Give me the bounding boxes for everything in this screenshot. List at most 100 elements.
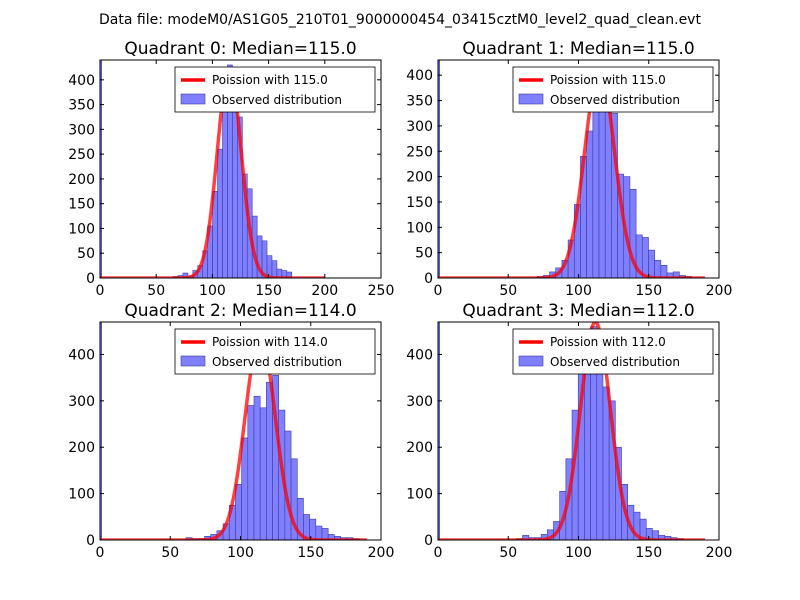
legend-label-curve: Poission with 114.0 <box>212 335 328 349</box>
chart-panel-1: 0 50 100 150 200 0 50 100 150 200 250 300 350 400 Quad… <box>406 39 732 299</box>
chart-panel-3: 0 50 100 150 200 0 100 200 300 400 Quadrant 3: Med… <box>406 301 732 561</box>
y-tick-label: 100 <box>68 221 95 237</box>
y-tick-label: 200 <box>406 170 433 186</box>
y-tick-label: 150 <box>406 195 433 211</box>
figure-suptitle: Data file: modeM0/AS1G05_210T01_90000004… <box>99 12 701 28</box>
x-tick-label: 100 <box>199 283 226 299</box>
legend-label-curve: Poission with 115.0 <box>550 73 666 87</box>
histogram-bar <box>241 437 249 540</box>
x-tick-label: 150 <box>255 283 282 299</box>
chart-title: Quadrant 1: Median=115.0 <box>462 39 694 59</box>
y-tick-label: 350 <box>68 98 95 114</box>
x-tick-label: 100 <box>565 283 592 299</box>
x-tick-label: 250 <box>368 283 395 299</box>
x-tick-label: 0 <box>434 545 443 561</box>
legend-label-curve: Poission with 112.0 <box>550 335 666 349</box>
legend-box <box>512 328 714 375</box>
legend-label-bars: Observed distribution <box>550 93 680 107</box>
histogram-bar <box>266 255 273 278</box>
y-tick-label: 200 <box>68 172 95 188</box>
y-tick-label: 100 <box>68 487 95 503</box>
x-tick-label: 50 <box>499 283 517 299</box>
histogram-bar <box>235 484 242 540</box>
legend-label-bars: Observed distribution <box>212 93 342 107</box>
histogram-bar <box>584 356 591 540</box>
y-tick-label: 0 <box>86 271 95 287</box>
histogram-bar <box>629 188 637 278</box>
histogram-bar <box>266 381 273 540</box>
y-tick-label: 100 <box>406 487 433 503</box>
legend-label-curve: Poission with 115.0 <box>212 73 328 87</box>
poisson-curve <box>100 68 326 278</box>
histogram-bar <box>259 407 267 540</box>
x-tick-label: 150 <box>635 545 662 561</box>
legend-bar-swatch <box>180 355 206 367</box>
y-tick-label: 300 <box>406 119 433 135</box>
y-tick-label: 0 <box>424 271 433 287</box>
x-tick-label: 50 <box>147 283 165 299</box>
histogram-bar <box>592 95 600 278</box>
histogram-bar <box>217 148 223 278</box>
histogram-bar <box>602 386 610 540</box>
x-tick-label: 50 <box>161 545 179 561</box>
histogram-bar <box>271 260 278 278</box>
y-tick-label: 300 <box>68 122 95 138</box>
legend-bar-swatch <box>180 93 206 105</box>
y-tick-label: 100 <box>406 220 433 236</box>
histogram-bar <box>596 354 604 540</box>
legend-label-bars: Observed distribution <box>212 355 342 369</box>
y-tick-label: 350 <box>406 94 433 110</box>
x-tick-label: 100 <box>227 545 254 561</box>
axes-frame <box>99 59 382 279</box>
chart-panel-0: 0 50 100 150 200 250 0 50 100 150 200 250 300 350 400 Q… <box>68 39 394 299</box>
chart-title: Quadrant 3: Median=112.0 <box>462 301 694 321</box>
x-tick-label: 200 <box>368 545 395 561</box>
legend-box <box>512 66 714 113</box>
plot-area <box>438 322 706 540</box>
y-tick-label: 250 <box>406 144 433 160</box>
plot-area <box>100 60 326 278</box>
x-tick-label: 100 <box>565 545 592 561</box>
y-tick-label: 400 <box>68 347 95 363</box>
x-tick-label: 200 <box>311 283 338 299</box>
histogram-bar <box>654 259 662 278</box>
x-tick-label: 200 <box>706 283 733 299</box>
x-tick-label: 0 <box>434 283 443 299</box>
x-tick-label: 200 <box>706 545 733 561</box>
histogram-bar <box>648 249 655 278</box>
edge-bar <box>438 322 440 540</box>
y-tick-label: 300 <box>68 394 95 410</box>
histogram-bar <box>641 237 649 278</box>
x-tick-label: 150 <box>635 283 662 299</box>
y-tick-label: 0 <box>424 533 433 549</box>
edge-bar <box>100 322 102 540</box>
histogram-bar <box>253 395 261 540</box>
y-tick-label: 300 <box>406 394 433 410</box>
chart-panel-2: 0 50 100 150 200 0 100 200 300 400 Quadrant 2: Med… <box>68 301 394 561</box>
legend-box <box>174 66 376 113</box>
edge-bar <box>100 60 102 278</box>
legend-bar-swatch <box>518 93 544 105</box>
legend-label-bars: Observed distribution <box>550 355 680 369</box>
x-tick-label: 150 <box>297 545 324 561</box>
legend-bar-swatch <box>518 355 544 367</box>
y-tick-label: 250 <box>68 147 95 163</box>
histogram-bar <box>672 271 680 278</box>
y-tick-label: 50 <box>415 246 433 262</box>
y-tick-label: 200 <box>406 440 433 456</box>
x-tick-label: 50 <box>499 545 517 561</box>
histogram-bar <box>247 405 255 540</box>
chart-title: Quadrant 0: Median=115.0 <box>124 39 356 59</box>
legend-box <box>174 328 376 375</box>
y-tick-label: 50 <box>77 246 95 262</box>
edge-bar <box>438 60 440 278</box>
x-tick-label: 0 <box>96 283 105 299</box>
chart-title: Quadrant 2: Median=114.0 <box>124 301 356 321</box>
y-tick-label: 200 <box>68 440 95 456</box>
y-tick-label: 400 <box>406 68 433 84</box>
y-tick-label: 400 <box>68 73 95 89</box>
histogram-bar <box>660 265 668 278</box>
histogram-bar <box>586 130 594 278</box>
histogram-bar <box>315 525 323 540</box>
